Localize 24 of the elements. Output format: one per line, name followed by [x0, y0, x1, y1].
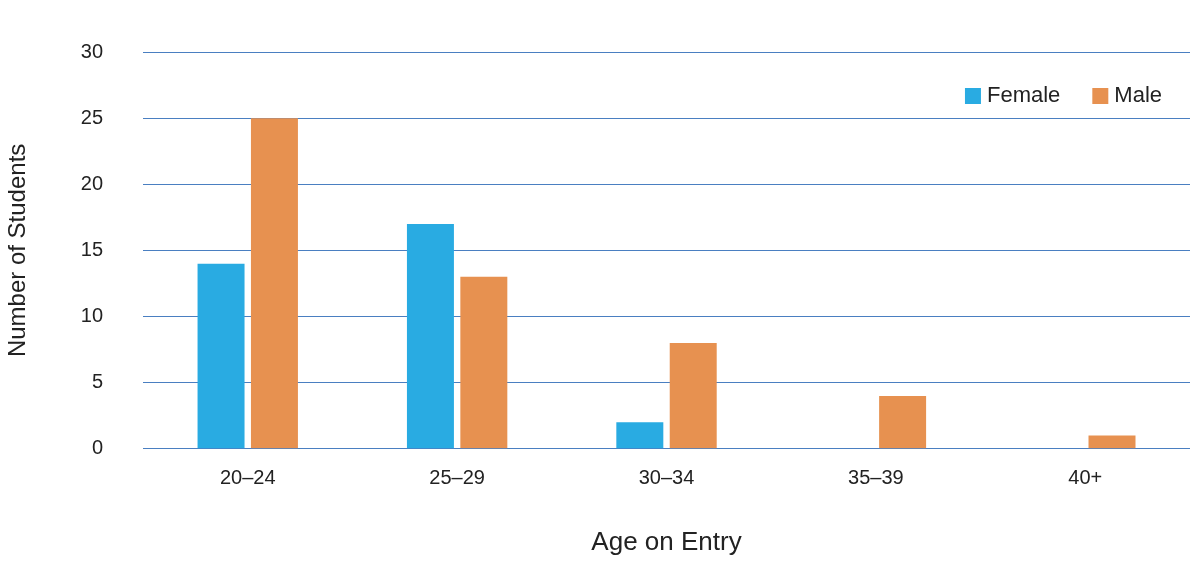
- x-axis-title: Age on Entry: [591, 525, 742, 556]
- y-axis-title: Number of Students: [3, 143, 31, 358]
- bar: [250, 118, 298, 449]
- bar: [879, 395, 927, 449]
- y-tick-label: 0: [91, 436, 104, 459]
- x-tick-label: 25–29: [429, 466, 485, 489]
- bar: [1088, 435, 1136, 449]
- x-tick-label: 30–34: [638, 466, 695, 489]
- bar: [460, 276, 508, 449]
- x-tick-label: 40+: [1068, 466, 1103, 489]
- y-tick-label: 30: [80, 39, 104, 62]
- legend-label: Female: [986, 82, 1061, 108]
- y-tick-label: 20: [80, 171, 104, 194]
- y-tick-label: 25: [80, 105, 104, 128]
- y-tick-label: 15: [80, 237, 104, 260]
- legend-label: Male: [1114, 82, 1162, 108]
- bar: [669, 342, 717, 449]
- x-tick-label: 20–24: [219, 466, 276, 489]
- bar: [616, 422, 664, 449]
- y-tick-label: 5: [91, 370, 104, 393]
- bar: [197, 263, 245, 449]
- bar: [406, 223, 454, 449]
- y-tick-label: 10: [80, 304, 104, 327]
- x-tick-label: 35–39: [848, 466, 904, 489]
